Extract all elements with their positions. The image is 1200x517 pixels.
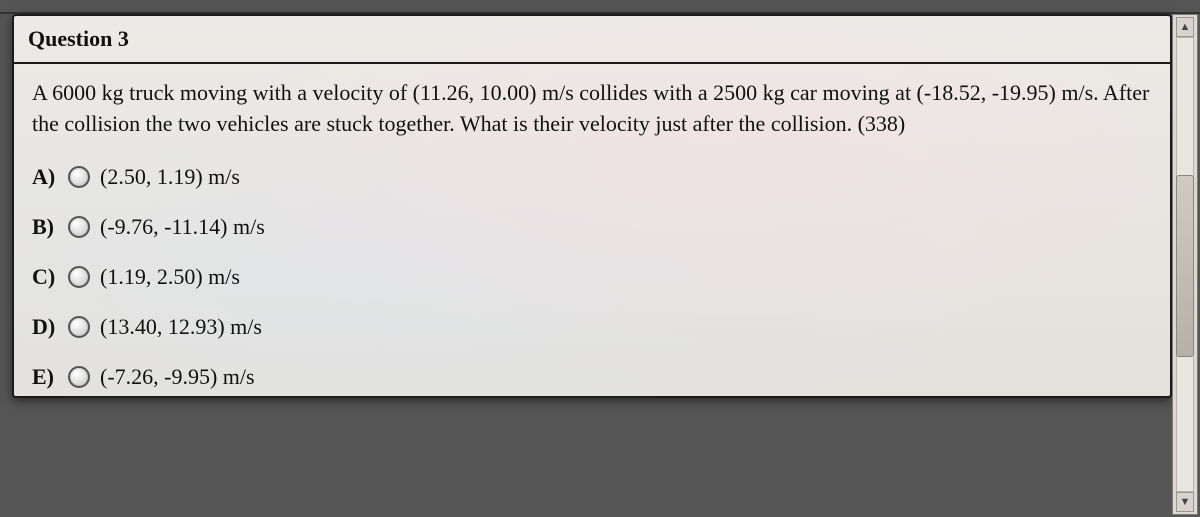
choice-label: (2.50, 1.19) m/s [100, 164, 240, 190]
choice-letter: A) [32, 164, 58, 190]
scroll-up-arrow-icon[interactable]: ▲ [1176, 17, 1194, 37]
choice-a[interactable]: A) (2.50, 1.19) m/s [32, 164, 1152, 190]
choice-e[interactable]: E) (-7.26, -9.95) m/s [32, 364, 1152, 390]
question-title: Question 3 [28, 26, 129, 51]
choice-d[interactable]: D) (13.40, 12.93) m/s [32, 314, 1152, 340]
choice-b[interactable]: B) (-9.76, -11.14) m/s [32, 214, 1152, 240]
radio-icon[interactable] [68, 266, 90, 288]
question-prompt: A 6000 kg truck moving with a velocity o… [32, 78, 1152, 140]
viewport: Question 3 A 6000 kg truck moving with a… [0, 0, 1200, 517]
choice-letter: B) [32, 214, 58, 240]
radio-icon[interactable] [68, 316, 90, 338]
arrow-down-glyph: ▼ [1180, 496, 1191, 508]
arrow-up-glyph: ▲ [1180, 21, 1191, 33]
question-body: A 6000 kg truck moving with a velocity o… [14, 64, 1170, 396]
choice-label: (13.40, 12.93) m/s [100, 314, 262, 340]
radio-icon[interactable] [68, 366, 90, 388]
radio-icon[interactable] [68, 216, 90, 238]
choice-label: (-7.26, -9.95) m/s [100, 364, 255, 390]
scroll-thumb[interactable] [1176, 175, 1194, 357]
scroll-down-arrow-icon[interactable]: ▼ [1176, 492, 1194, 512]
choice-label: (1.19, 2.50) m/s [100, 264, 240, 290]
choice-letter: E) [32, 364, 58, 390]
vertical-scrollbar[interactable]: ▲ ▼ [1172, 14, 1198, 515]
question-card: Question 3 A 6000 kg truck moving with a… [12, 14, 1172, 398]
choice-label: (-9.76, -11.14) m/s [100, 214, 265, 240]
question-title-bar: Question 3 [14, 16, 1170, 64]
choice-c[interactable]: C) (1.19, 2.50) m/s [32, 264, 1152, 290]
choice-letter: D) [32, 314, 58, 340]
choice-list: A) (2.50, 1.19) m/s B) (-9.76, -11.14) m… [32, 164, 1152, 390]
choice-letter: C) [32, 264, 58, 290]
radio-icon[interactable] [68, 166, 90, 188]
